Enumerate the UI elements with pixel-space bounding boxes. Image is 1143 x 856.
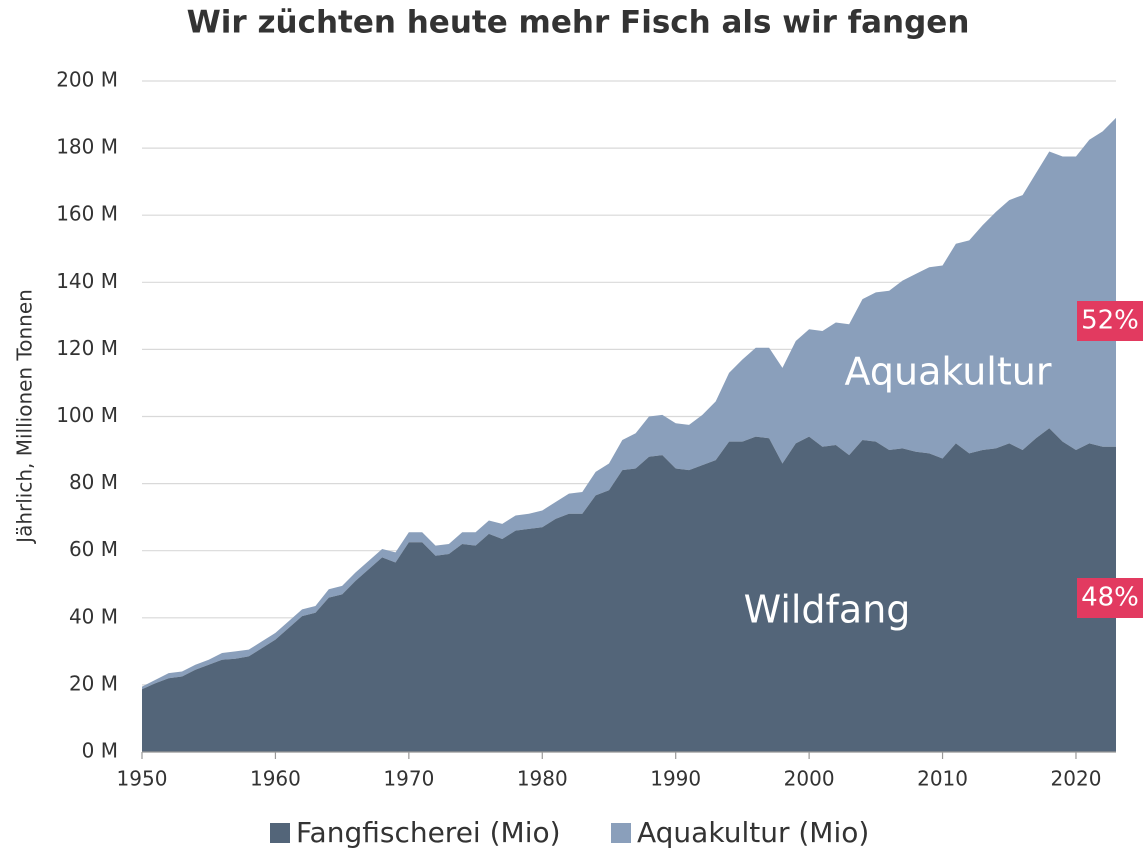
y-tick-label: 100 M [56, 403, 118, 427]
y-tick-label: 60 M [69, 537, 118, 561]
x-tick-label: 2000 [784, 767, 835, 791]
y-tick-label: 200 M [56, 68, 118, 92]
annotation: 52% [1081, 306, 1139, 336]
annotation: Aquakultur [845, 350, 1052, 394]
legend-swatch [270, 823, 290, 843]
annotation-badge [1077, 301, 1143, 341]
area [142, 428, 1116, 752]
y-tick-label: 180 M [56, 135, 118, 159]
y-tick-label: 140 M [56, 269, 118, 293]
x-tick-label: 1960 [250, 767, 301, 791]
y-tick-label: 20 M [69, 671, 118, 695]
y-tick-label: 0 M [82, 739, 118, 763]
y-tick-label: 120 M [56, 336, 118, 360]
y-tick-label: 160 M [56, 202, 118, 226]
annotation: Wildfang [744, 588, 911, 632]
chart-title: Wir züchten heute mehr Fisch als wir fan… [187, 5, 970, 41]
x-tick-label: 1980 [517, 767, 568, 791]
legend-label: Fangfischerei (Mio) [296, 816, 561, 849]
y-tick-label: 40 M [69, 604, 118, 628]
x-tick-label: 2010 [917, 767, 968, 791]
y-tick-label: 80 M [69, 470, 118, 494]
area [142, 117, 1116, 690]
y-axis-label: Jährlich, Millionen Tonnen [13, 289, 37, 545]
annotation-badge [1077, 578, 1143, 618]
legend-label: Aquakultur (Mio) [637, 816, 869, 849]
x-tick-label: 1990 [650, 767, 701, 791]
x-tick-label: 2020 [1051, 767, 1102, 791]
annotation: 48% [1081, 583, 1139, 613]
x-tick-label: 1970 [383, 767, 434, 791]
legend-swatch [611, 823, 631, 843]
x-tick-label: 1950 [117, 767, 168, 791]
